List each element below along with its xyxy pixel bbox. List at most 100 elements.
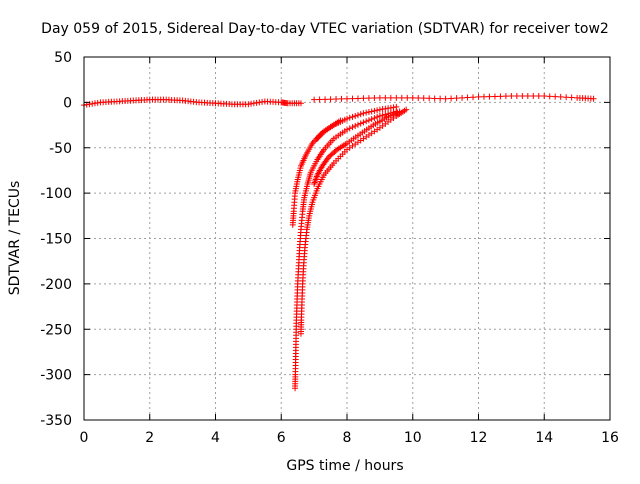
y-axis-label: SDTVAR / TECUs	[7, 181, 23, 296]
y-tick-label: 0	[63, 95, 72, 111]
data-point	[393, 103, 400, 110]
x-tick-label: 0	[80, 430, 89, 446]
data-point	[382, 111, 389, 118]
data-point	[360, 119, 367, 126]
x-tick-label: 6	[277, 430, 286, 446]
data-point	[563, 94, 570, 101]
data-point	[459, 94, 466, 101]
data-point	[365, 109, 372, 116]
x-tick-label: 10	[404, 430, 422, 446]
data-point	[368, 116, 375, 123]
data-point	[393, 94, 400, 101]
grid-lines	[84, 57, 610, 420]
data-point	[541, 93, 548, 100]
data-point	[403, 106, 410, 113]
series-arc-4	[311, 108, 403, 188]
data-point	[349, 113, 356, 120]
data-point	[404, 94, 411, 101]
data-point	[398, 94, 405, 101]
data-point	[333, 96, 340, 103]
data-point	[338, 95, 345, 102]
data-point	[557, 93, 564, 100]
series-arc-3	[289, 117, 344, 228]
y-tick-label: -100	[40, 186, 72, 202]
data-point	[486, 93, 493, 100]
y-tick-label: 50	[54, 50, 72, 66]
y-tick-label: -200	[40, 277, 72, 293]
data-point	[352, 112, 359, 119]
x-tick-label: 16	[601, 430, 619, 446]
data-point	[453, 95, 460, 102]
chart-title: Day 059 of 2015, Sidereal Day-to-day VTE…	[41, 21, 609, 37]
data-point	[513, 93, 520, 100]
series-baseline-late	[311, 93, 597, 103]
y-tick-label: -150	[40, 232, 72, 248]
data-point	[376, 112, 383, 119]
data-point	[311, 96, 318, 103]
y-tick-label: -50	[49, 141, 72, 157]
data-point	[590, 95, 597, 102]
series-arc-2	[297, 106, 410, 337]
data-point	[371, 107, 378, 114]
y-tick-label: -300	[40, 368, 72, 384]
data-point	[420, 95, 427, 102]
y-tick-label: -250	[40, 322, 72, 338]
axis-ticks	[83, 56, 611, 421]
data-point	[546, 93, 553, 100]
data-point	[464, 94, 471, 101]
data-point	[363, 109, 370, 116]
y-tick-label: -350	[40, 413, 72, 429]
data-point	[568, 94, 575, 101]
data-point	[354, 95, 361, 102]
data-point	[396, 108, 403, 115]
data-point	[524, 93, 531, 100]
data-point	[502, 93, 509, 100]
data-point	[346, 125, 353, 132]
data-point	[371, 115, 378, 122]
data-point	[530, 93, 537, 100]
data-point	[368, 108, 375, 115]
data-point	[360, 110, 367, 117]
data-point	[409, 94, 416, 101]
data-point	[344, 95, 350, 102]
data-point	[357, 111, 364, 118]
data-point	[316, 96, 323, 103]
data-point	[480, 93, 487, 100]
data-point	[374, 114, 381, 121]
data-point	[360, 95, 367, 102]
series-arc-5	[314, 103, 400, 142]
data-point	[346, 114, 353, 121]
x-tick-label: 12	[470, 430, 488, 446]
series-baseline-early	[81, 96, 304, 109]
data-point	[363, 118, 370, 125]
data-point	[431, 95, 438, 102]
data-points	[81, 93, 597, 392]
data-point	[535, 93, 542, 100]
x-tick-labels: 0 2 4 6 8 10 12 14 16	[80, 430, 619, 446]
data-point	[491, 93, 498, 100]
data-point	[332, 147, 339, 154]
data-point	[382, 94, 389, 101]
data-point	[357, 120, 364, 127]
data-point	[379, 112, 386, 119]
data-point	[437, 95, 444, 102]
x-tick-label: 4	[211, 430, 220, 446]
data-point	[344, 126, 350, 133]
data-point	[322, 96, 329, 103]
data-point	[475, 93, 482, 100]
data-point	[365, 95, 372, 102]
data-point	[415, 94, 422, 101]
data-point	[426, 95, 433, 102]
data-point	[497, 93, 504, 100]
data-point	[349, 124, 356, 131]
data-point	[297, 100, 304, 107]
data-point	[508, 93, 515, 100]
data-point	[442, 95, 449, 102]
data-point	[470, 94, 477, 101]
data-point	[376, 94, 383, 101]
x-tick-label: 8	[343, 430, 352, 446]
x-tick-label: 2	[145, 430, 154, 446]
data-point	[371, 94, 378, 101]
